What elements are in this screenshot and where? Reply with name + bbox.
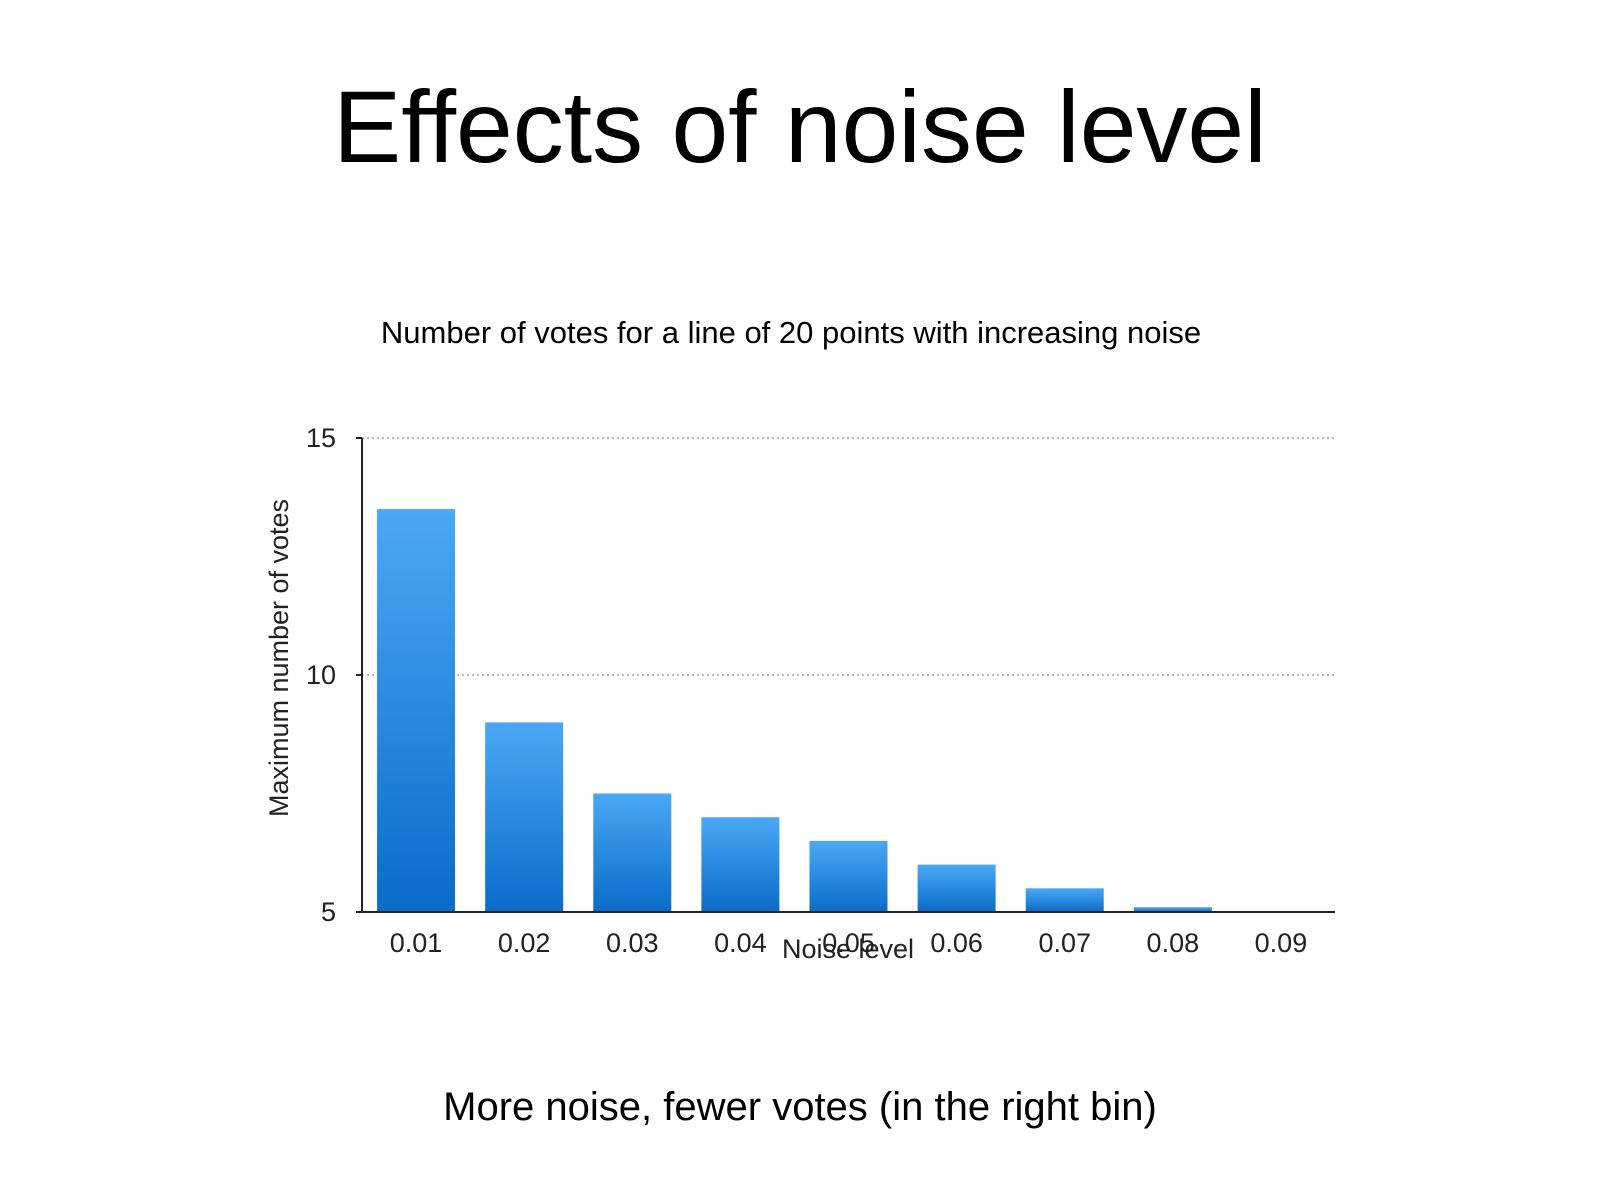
x-tick-label: 0.01 [390,928,443,958]
x-tick-label: 0.07 [1038,928,1091,958]
x-axis-label: Noise level [782,934,914,964]
bar-0.06 [917,864,996,912]
bar-0.01 [377,509,456,912]
bar-0.03 [593,793,672,912]
x-tick-label: 0.02 [498,928,551,958]
chart-title: Number of votes for a line of 20 points … [381,315,1201,350]
axes [356,437,1335,913]
x-tick-label: 0.03 [606,928,659,958]
bar-0.04 [701,817,780,912]
x-tick-label: 0.05 [822,928,875,958]
y-axis-label: Maximum number of votes [264,499,294,817]
gridlines [362,437,1335,676]
x-tick-label: 0.06 [930,928,983,958]
x-tick-label: 0.09 [1255,928,1308,958]
bar-0.07 [1025,888,1104,912]
x-tick-label: 0.04 [714,928,767,958]
x-tick-label: 0.08 [1147,928,1200,958]
bar-0.05 [809,840,888,912]
x-tick-labels: 0.01 0.02 0.03 0.04 0.05 0.06 0.07 0.08 0.09 [390,928,1307,958]
bar-chart: Number of votes for a line of 20 points … [264,315,1335,964]
y-tick-label: 10 [306,660,336,690]
bars [377,509,1212,912]
slide-title: Effects of noise level [333,70,1267,184]
bar-0.02 [485,722,564,912]
bar-0.08 [1133,907,1212,912]
slide-caption: More noise, fewer votes (in the right bi… [443,1085,1157,1129]
y-tick-labels: 5 10 15 [306,423,336,927]
y-tick-label: 15 [306,423,336,453]
y-tick-label: 5 [321,897,336,927]
